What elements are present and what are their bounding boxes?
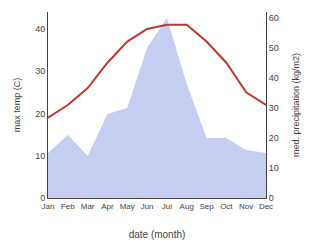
- svg-text:20: 20: [269, 133, 279, 143]
- svg-text:30: 30: [269, 103, 279, 113]
- svg-text:med. precipitation (kg/m2): med. precipitation (kg/m2): [291, 53, 301, 157]
- svg-text:Aug: Aug: [180, 202, 194, 211]
- svg-text:50: 50: [269, 43, 279, 53]
- svg-text:60: 60: [269, 13, 279, 23]
- svg-text:0: 0: [40, 193, 45, 203]
- svg-text:Apr: Apr: [101, 202, 114, 211]
- svg-text:40: 40: [35, 24, 45, 34]
- svg-text:Dec: Dec: [259, 202, 273, 211]
- svg-text:Mar: Mar: [81, 202, 95, 211]
- svg-text:Sep: Sep: [199, 202, 214, 211]
- svg-text:20: 20: [35, 109, 45, 119]
- svg-text:30: 30: [35, 66, 45, 76]
- svg-text:date (month): date (month): [129, 229, 186, 240]
- svg-text:10: 10: [269, 163, 279, 173]
- svg-text:May: May: [120, 202, 135, 211]
- svg-text:Oct: Oct: [220, 202, 233, 211]
- svg-text:Nov: Nov: [239, 202, 253, 211]
- svg-text:40: 40: [269, 73, 279, 83]
- svg-text:Jun: Jun: [141, 202, 154, 211]
- svg-text:0: 0: [269, 193, 274, 203]
- svg-text:max temp (C): max temp (C): [12, 78, 22, 133]
- svg-text:Feb: Feb: [61, 202, 75, 211]
- svg-text:10: 10: [35, 151, 45, 161]
- svg-text:Jan: Jan: [42, 202, 55, 211]
- svg-text:Jul: Jul: [162, 202, 172, 211]
